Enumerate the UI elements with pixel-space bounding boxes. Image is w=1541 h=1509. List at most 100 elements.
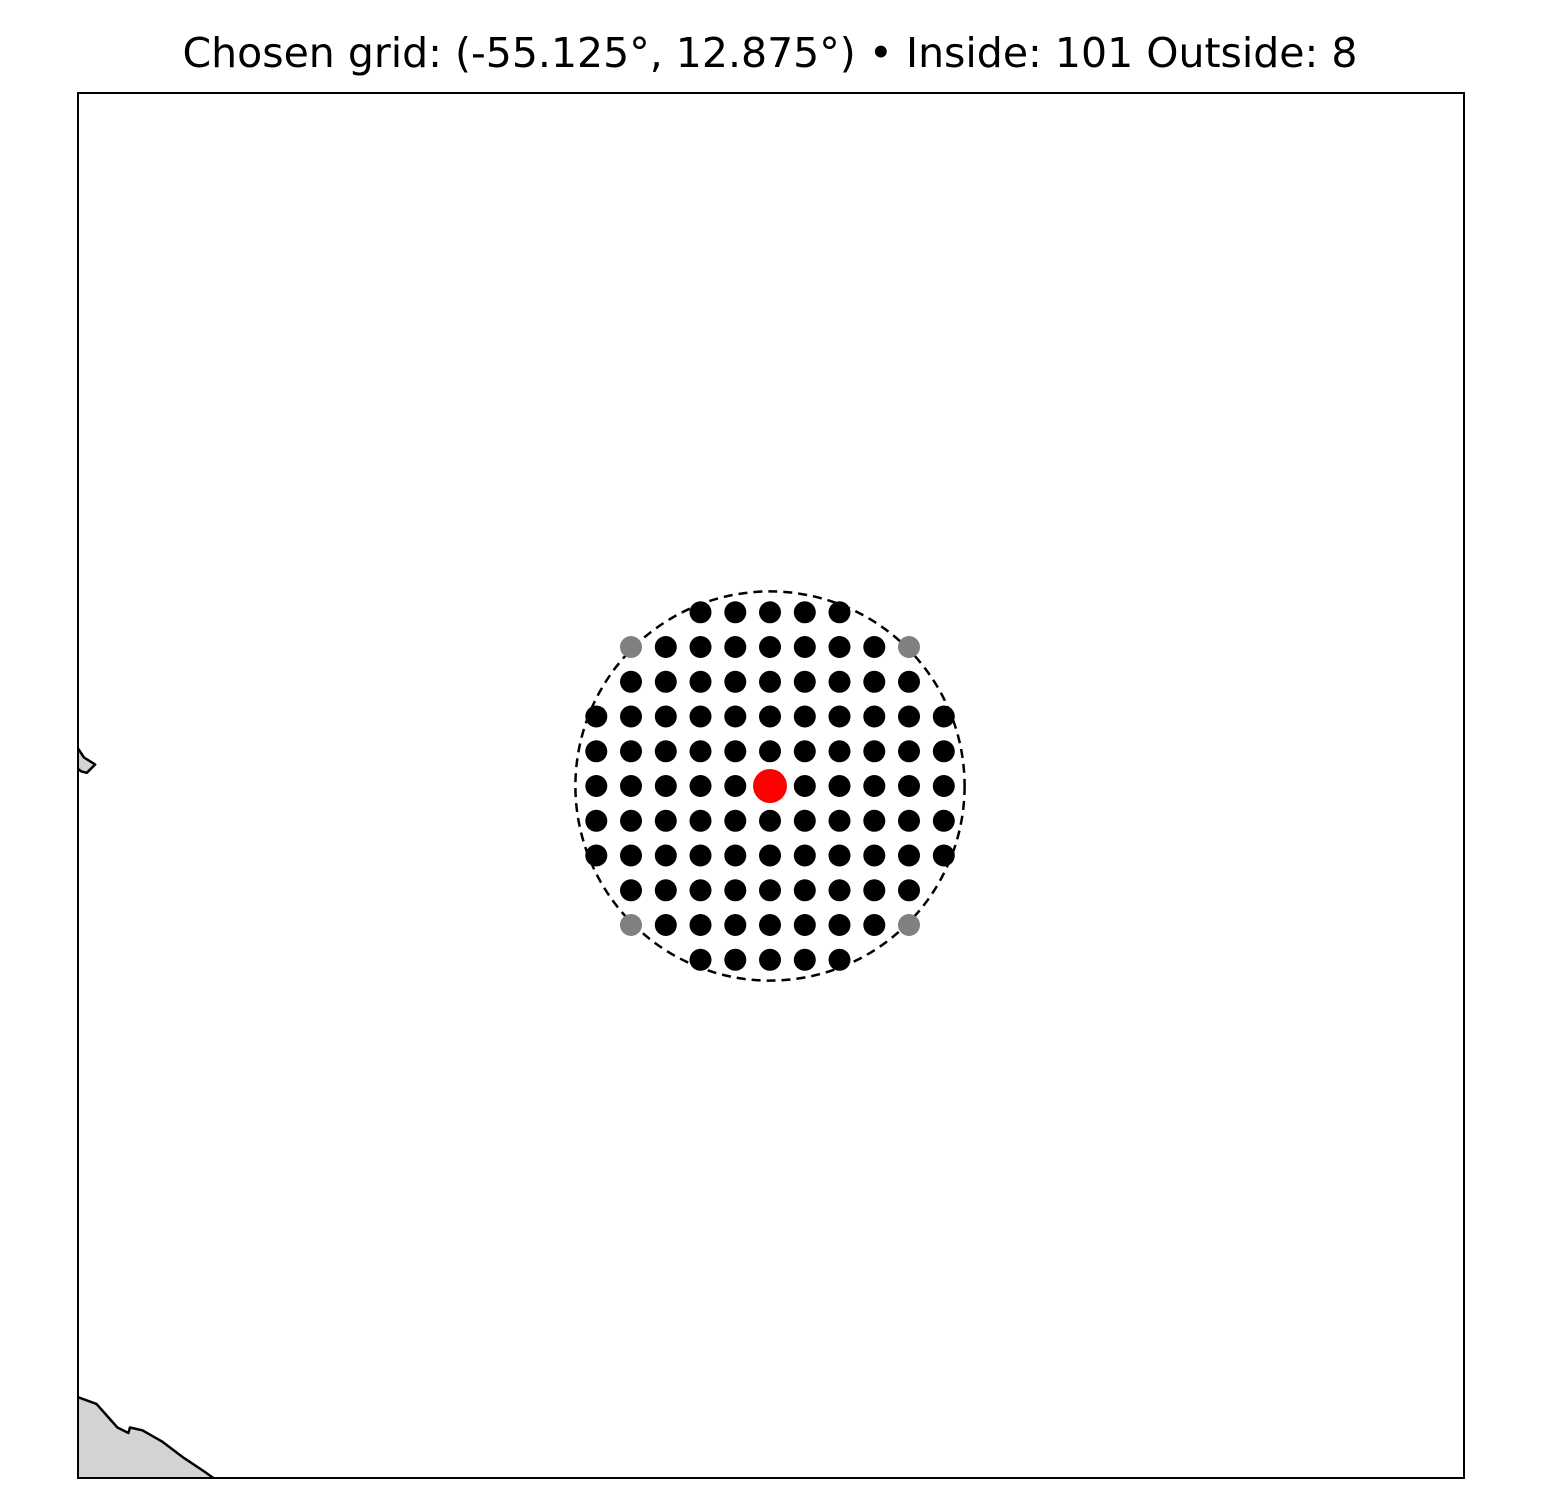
grid-point-inside xyxy=(689,948,712,971)
grid-point-inside xyxy=(585,740,608,763)
grid-point-inside xyxy=(793,914,816,936)
grid-point-inside xyxy=(689,740,712,763)
grid-point-inside xyxy=(898,775,920,797)
map-frame xyxy=(77,92,1465,1479)
grid-point-inside xyxy=(724,809,747,832)
grid-point-inside xyxy=(654,914,677,936)
grid-point-inside xyxy=(689,636,712,658)
grid-point-inside xyxy=(724,879,747,902)
grid-point-inside xyxy=(724,775,747,797)
grid-point-inside xyxy=(759,809,781,832)
radius-circle-layer xyxy=(574,590,966,982)
grid-point-inside xyxy=(620,775,642,797)
grid-point-inside xyxy=(932,740,955,763)
grid-point-inside xyxy=(828,670,851,693)
grid-point-inside xyxy=(620,879,642,902)
grid-point-inside xyxy=(793,636,816,658)
grid-point-inside xyxy=(759,914,781,936)
grid-point-inside xyxy=(898,844,920,867)
grid-point-inside xyxy=(689,601,712,624)
grid-point-inside xyxy=(724,705,747,728)
land-layer xyxy=(78,747,216,1478)
grid-point-inside xyxy=(585,809,608,832)
grid-point-inside xyxy=(620,670,642,693)
grid-point-inside xyxy=(793,740,816,763)
grid-point-inside xyxy=(793,844,816,867)
grid-point-inside xyxy=(793,879,816,902)
grid-point-inside xyxy=(654,670,677,693)
grid-point-inside xyxy=(724,948,747,971)
land-coast xyxy=(78,1395,216,1478)
grid-point-inside xyxy=(724,914,747,936)
grid-point-inside xyxy=(828,740,851,763)
grid-point-inside xyxy=(828,636,851,658)
grid-point-inside xyxy=(932,844,955,867)
grid-point-inside xyxy=(863,844,886,867)
grid-point-inside xyxy=(689,705,712,728)
grid-point-outside xyxy=(898,914,920,936)
grid-point-inside xyxy=(793,809,816,832)
grid-point-inside xyxy=(863,636,886,658)
grid-point-inside xyxy=(932,705,955,728)
grid-point-inside xyxy=(828,844,851,867)
grid-point-inside xyxy=(689,775,712,797)
grid-point-inside xyxy=(898,740,920,763)
grid-point-inside xyxy=(898,670,920,693)
grid-point-inside xyxy=(585,775,608,797)
grid-point-inside xyxy=(654,809,677,832)
grid-point-inside xyxy=(689,809,712,832)
grid-point-inside xyxy=(828,914,851,936)
grid-point-inside xyxy=(863,775,886,797)
grid-point-inside xyxy=(654,636,677,658)
grid-point-inside xyxy=(585,844,608,867)
grid-point-outside xyxy=(620,636,642,658)
grid-point-inside xyxy=(689,844,712,867)
grid-point-inside xyxy=(759,670,781,693)
grid-point-inside xyxy=(654,740,677,763)
grid-point-inside xyxy=(724,844,747,867)
radius-circle xyxy=(574,590,966,982)
grid-point-inside xyxy=(793,601,816,624)
center-point-layer xyxy=(753,769,787,803)
grid-point-inside xyxy=(828,601,851,624)
grid-point-inside xyxy=(828,775,851,797)
grid-point-inside xyxy=(828,705,851,728)
grid-point-inside xyxy=(724,670,747,693)
grid-point-inside xyxy=(793,670,816,693)
grid-point-inside xyxy=(863,879,886,902)
grid-point-outside xyxy=(898,636,920,658)
grid-point-inside xyxy=(620,705,642,728)
grid-point-inside xyxy=(828,948,851,971)
grid-point-inside xyxy=(863,740,886,763)
grid-point-inside xyxy=(689,879,712,902)
grid-point-outside xyxy=(620,914,642,936)
grid-point-inside xyxy=(793,948,816,971)
grid-point-inside xyxy=(863,809,886,832)
grid-point-inside xyxy=(654,879,677,902)
grid-point-inside xyxy=(828,809,851,832)
grid-point-inside xyxy=(932,809,955,832)
grid-point-inside xyxy=(654,775,677,797)
grid-point-inside xyxy=(759,948,781,971)
grid-point-inside xyxy=(654,705,677,728)
grid-point-inside xyxy=(620,844,642,867)
grid-point-inside xyxy=(898,879,920,902)
grid-points-layer xyxy=(585,601,955,971)
grid-point-inside xyxy=(898,809,920,832)
grid-point-inside xyxy=(759,705,781,728)
grid-point-inside xyxy=(654,844,677,867)
grid-point-inside xyxy=(759,601,781,624)
grid-point-inside xyxy=(759,740,781,763)
grid-point-inside xyxy=(689,670,712,693)
grid-point-inside xyxy=(932,775,955,797)
grid-point-inside xyxy=(585,705,608,728)
grid-point-inside xyxy=(759,636,781,658)
grid-point-inside xyxy=(863,670,886,693)
grid-point-inside xyxy=(689,914,712,936)
grid-point-inside xyxy=(724,636,747,658)
grid-point-inside xyxy=(828,879,851,902)
grid-point-inside xyxy=(724,601,747,624)
grid-point-inside xyxy=(620,740,642,763)
grid-point-inside xyxy=(759,844,781,867)
